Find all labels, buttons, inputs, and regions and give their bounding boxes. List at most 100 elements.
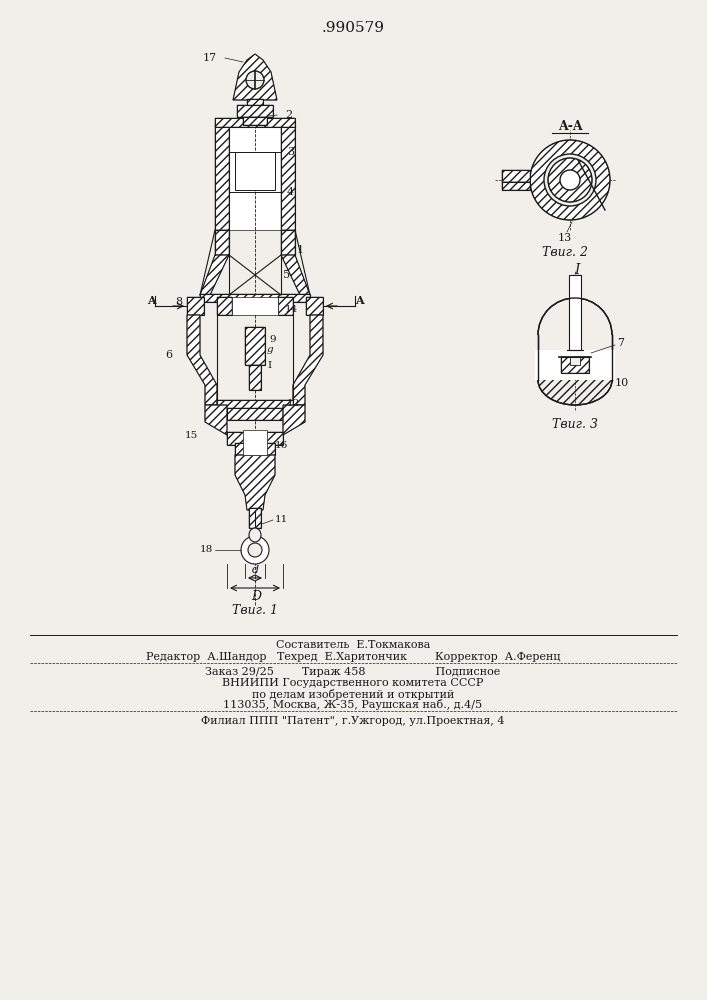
- Bar: [249, 508, 261, 528]
- Bar: [235, 443, 275, 455]
- Text: ВНИИПИ Государственного комитета СССР: ВНИИПИ Государственного комитета СССР: [222, 678, 484, 688]
- Text: Редактор  А.Шандор   Техред  Е.Харитончик        Корректор  А.Ференц: Редактор А.Шандор Техред Е.Харитончик Ко…: [146, 652, 560, 662]
- Text: d: d: [252, 565, 259, 575]
- Circle shape: [248, 543, 262, 557]
- Text: по делам изобретений и открытий: по делам изобретений и открытий: [252, 688, 454, 700]
- Text: Составитель  Е.Токмакова: Составитель Е.Токмакова: [276, 640, 430, 650]
- Bar: [243, 117, 267, 125]
- Text: 1: 1: [297, 245, 304, 255]
- Polygon shape: [187, 315, 217, 405]
- Bar: [237, 105, 273, 117]
- Text: A-A: A-A: [558, 120, 583, 133]
- Bar: [245, 327, 265, 365]
- Text: 9: 9: [269, 336, 276, 344]
- Text: 16: 16: [275, 440, 288, 450]
- Text: 11: 11: [275, 516, 288, 524]
- Text: Τвиг. 1: Τвиг. 1: [232, 603, 278, 616]
- Bar: [306, 297, 323, 315]
- Text: 2: 2: [285, 110, 292, 120]
- Polygon shape: [502, 170, 530, 182]
- Circle shape: [548, 158, 592, 202]
- Text: 3: 3: [287, 147, 294, 157]
- Bar: [237, 105, 273, 117]
- Bar: [561, 357, 589, 373]
- Text: 6: 6: [165, 350, 172, 360]
- Text: 7: 7: [617, 338, 624, 348]
- Polygon shape: [235, 455, 275, 510]
- Bar: [281, 125, 295, 230]
- Bar: [502, 182, 530, 190]
- Text: I: I: [267, 360, 271, 369]
- Bar: [227, 432, 283, 445]
- Text: A: A: [355, 296, 363, 306]
- Text: 5: 5: [283, 270, 290, 280]
- Circle shape: [246, 71, 264, 89]
- Bar: [281, 125, 295, 230]
- Polygon shape: [233, 54, 277, 100]
- Bar: [217, 297, 232, 315]
- Text: Τвиг. 3: Τвиг. 3: [552, 418, 598, 432]
- Bar: [570, 357, 580, 365]
- Text: 13: 13: [558, 233, 572, 243]
- Bar: [227, 432, 283, 445]
- Text: D: D: [251, 590, 261, 603]
- Bar: [227, 408, 283, 420]
- Text: I: I: [574, 263, 580, 277]
- Bar: [249, 508, 261, 528]
- Bar: [200, 294, 310, 302]
- Polygon shape: [283, 405, 305, 435]
- Text: g: g: [267, 346, 274, 355]
- Bar: [187, 297, 204, 315]
- Polygon shape: [293, 315, 323, 405]
- Text: 17: 17: [203, 53, 217, 63]
- Bar: [217, 400, 293, 410]
- Bar: [569, 275, 581, 350]
- Bar: [217, 400, 293, 410]
- Bar: [245, 327, 265, 365]
- Bar: [215, 118, 295, 127]
- Text: 18: 18: [200, 546, 214, 554]
- Bar: [249, 365, 261, 390]
- Polygon shape: [281, 255, 310, 295]
- Circle shape: [530, 140, 610, 220]
- Text: Филиал ППП "Патент", г.Ужгород, ул.Проектная, 4: Филиал ППП "Патент", г.Ужгород, ул.Проек…: [201, 716, 505, 726]
- Bar: [247, 99, 263, 105]
- Bar: [535, 350, 615, 380]
- Bar: [217, 297, 232, 315]
- Polygon shape: [200, 255, 229, 295]
- Bar: [278, 297, 293, 315]
- Bar: [235, 152, 275, 190]
- Bar: [227, 408, 283, 420]
- Bar: [561, 357, 589, 373]
- Text: 12: 12: [287, 398, 300, 408]
- Bar: [502, 182, 530, 190]
- Text: Τвиг. 2: Τвиг. 2: [542, 245, 588, 258]
- Bar: [215, 125, 229, 230]
- Circle shape: [241, 536, 269, 564]
- Ellipse shape: [249, 528, 261, 542]
- Bar: [247, 99, 263, 105]
- Text: 4: 4: [287, 187, 294, 197]
- Text: 113035, Москва, Ж-35, Раушская наб., д.4/5: 113035, Москва, Ж-35, Раушская наб., д.4…: [223, 700, 483, 710]
- Bar: [187, 297, 204, 315]
- Bar: [232, 297, 278, 315]
- Bar: [243, 117, 267, 125]
- Bar: [229, 127, 281, 230]
- Text: 8: 8: [175, 297, 182, 307]
- Text: .990579: .990579: [322, 21, 385, 35]
- Circle shape: [544, 154, 596, 206]
- Bar: [200, 294, 310, 302]
- Text: 15: 15: [185, 430, 198, 440]
- Bar: [249, 365, 261, 390]
- Polygon shape: [205, 405, 227, 435]
- Polygon shape: [281, 230, 295, 255]
- Bar: [215, 125, 229, 230]
- Text: A: A: [147, 296, 156, 306]
- Bar: [235, 443, 275, 455]
- Text: 10: 10: [615, 378, 629, 388]
- Circle shape: [560, 170, 580, 190]
- Polygon shape: [215, 230, 229, 255]
- Text: 14: 14: [285, 304, 298, 314]
- Text: Заказ 29/25        Тираж 458                    Подписное: Заказ 29/25 Тираж 458 Подписное: [205, 667, 501, 677]
- Bar: [243, 430, 267, 455]
